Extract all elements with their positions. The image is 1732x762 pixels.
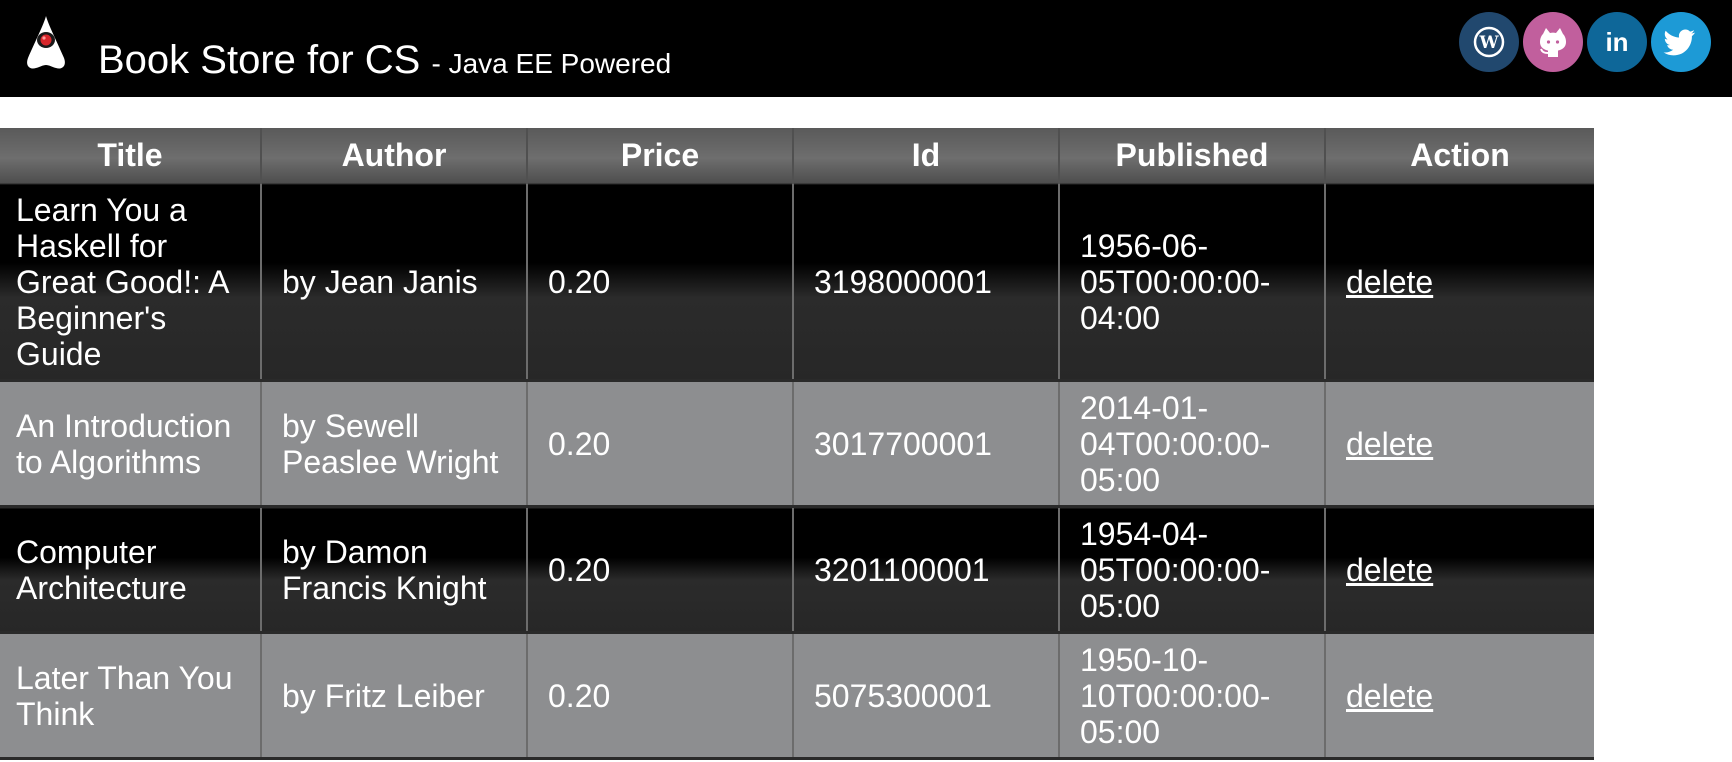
table-header-row: Title Author Price Id Published Action [0,128,1594,184]
book-title: Learn You a Haskell for Great Good!: A B… [0,183,262,382]
book-author: by Damon Francis Knight [261,506,528,634]
linkedin-link[interactable]: in [1587,12,1647,72]
column-header-price: Price [527,128,794,184]
column-header-id: Id [793,128,1060,184]
book-published: 1956-06-05T00:00:00-04:00 [1059,183,1326,382]
delete-link[interactable]: delete [1346,677,1434,714]
book-author: by Fritz Leiber [261,632,528,760]
book-price: 0.20 [527,506,794,634]
book-price: 0.20 [527,380,794,508]
delete-link[interactable]: delete [1346,551,1434,588]
book-published: 1950-10-10T00:00:00-05:00 [1059,632,1326,760]
book-id: 3201100001 [793,506,1060,634]
book-author: by Sewell Peaslee Wright [261,380,528,508]
table-row: Later Than You Think by Fritz Leiber 0.2… [0,632,1594,760]
book-price: 0.20 [527,632,794,760]
column-header-action: Action [1325,128,1594,184]
svg-text:W: W [1478,33,1499,53]
app-header: Book Store for CS - Java EE Powered W in [0,0,1732,97]
column-header-published: Published [1059,128,1326,184]
book-author: by Jean Janis [261,183,528,382]
app-title: Book Store for CS - Java EE Powered [98,36,671,88]
svg-text:in: in [1605,27,1628,57]
table-row: Computer Architecture by Damon Francis K… [0,506,1594,634]
table-row: An Introduction to Algorithms by Sewell … [0,380,1594,508]
book-published: 2014-01-04T00:00:00-05:00 [1059,380,1326,508]
action-cell: delete [1325,380,1594,508]
action-cell: delete [1325,506,1594,634]
table-row: Learn You a Haskell for Great Good!: A B… [0,183,1594,382]
wordpress-link[interactable]: W [1459,12,1519,72]
duke-logo-icon [22,14,70,74]
book-id: 3198000001 [793,183,1060,382]
app-subtitle: - Java EE Powered [431,48,672,79]
book-title: Computer Architecture [0,506,262,634]
github-link[interactable] [1523,12,1583,72]
twitter-icon [1663,29,1695,56]
book-id: 5075300001 [793,632,1060,760]
action-cell: delete [1325,632,1594,760]
twitter-link[interactable] [1651,12,1711,72]
books-table: Title Author Price Id Published Action L… [0,128,1594,760]
wordpress-icon: W [1473,26,1505,58]
book-id: 3017700001 [793,380,1060,508]
book-title: An Introduction to Algorithms [0,380,262,508]
linkedin-icon: in [1605,27,1628,57]
delete-link[interactable]: delete [1346,425,1434,462]
delete-link[interactable]: delete [1346,263,1434,300]
action-cell: delete [1325,183,1594,382]
book-price: 0.20 [527,183,794,382]
book-published: 1954-04-05T00:00:00-05:00 [1059,506,1326,634]
book-title: Later Than You Think [0,632,262,760]
github-icon [1540,28,1566,57]
column-header-author: Author [261,128,528,184]
app-title-text: Book Store for CS [98,38,421,82]
column-header-title: Title [0,128,262,184]
